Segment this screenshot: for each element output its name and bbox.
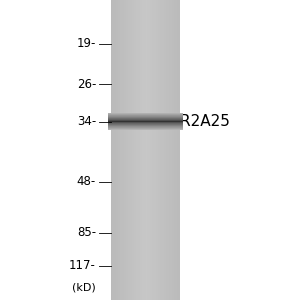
Bar [132, 0, 133, 300]
Bar [179, 0, 180, 300]
Bar [158, 0, 159, 300]
Text: (kD): (kD) [72, 283, 96, 293]
Bar [127, 0, 128, 300]
Bar [165, 0, 166, 300]
Text: OR2A25: OR2A25 [168, 114, 230, 129]
Bar [111, 0, 112, 300]
Bar [119, 0, 120, 300]
Bar [121, 0, 122, 300]
Bar [152, 0, 154, 300]
Bar [155, 0, 156, 300]
Bar [163, 0, 164, 300]
Text: 85-: 85- [77, 226, 96, 239]
Bar [137, 0, 139, 300]
Bar [144, 0, 145, 300]
Bar [176, 0, 178, 300]
Bar [135, 0, 136, 300]
Bar [166, 0, 167, 300]
Text: 117-: 117- [69, 259, 96, 272]
Bar [156, 0, 157, 300]
Bar [134, 0, 135, 300]
Bar [162, 0, 163, 300]
Bar [115, 0, 116, 300]
Bar [116, 0, 117, 300]
Bar [139, 0, 140, 300]
Bar [173, 0, 174, 300]
Bar [169, 0, 170, 300]
Bar [172, 0, 173, 300]
Bar [128, 0, 129, 300]
Bar [133, 0, 134, 300]
Bar [174, 0, 175, 300]
Bar [140, 0, 141, 300]
Bar [150, 0, 151, 300]
Bar [118, 0, 119, 300]
Bar [142, 0, 143, 300]
Bar [171, 0, 172, 300]
Bar [160, 0, 162, 300]
Bar [146, 0, 147, 300]
Bar [149, 0, 150, 300]
Bar [143, 0, 144, 300]
Bar [164, 0, 165, 300]
Bar [157, 0, 158, 300]
Bar [178, 0, 179, 300]
Bar [167, 0, 169, 300]
Bar [151, 0, 152, 300]
Bar [126, 0, 127, 300]
Bar [113, 0, 115, 300]
Bar [141, 0, 142, 300]
Bar [136, 0, 137, 300]
Bar [147, 0, 148, 300]
Text: 19-: 19- [76, 37, 96, 50]
Bar [124, 0, 125, 300]
Text: 26-: 26- [76, 77, 96, 91]
Text: 48-: 48- [77, 175, 96, 188]
Bar [129, 0, 130, 300]
Bar [154, 0, 155, 300]
Bar [120, 0, 122, 300]
Text: 34-: 34- [77, 115, 96, 128]
Bar [130, 0, 132, 300]
Bar [117, 0, 118, 300]
Bar [112, 0, 113, 300]
Bar [125, 0, 126, 300]
Bar [148, 0, 149, 300]
Bar [159, 0, 160, 300]
Bar [122, 0, 124, 300]
Bar [170, 0, 171, 300]
